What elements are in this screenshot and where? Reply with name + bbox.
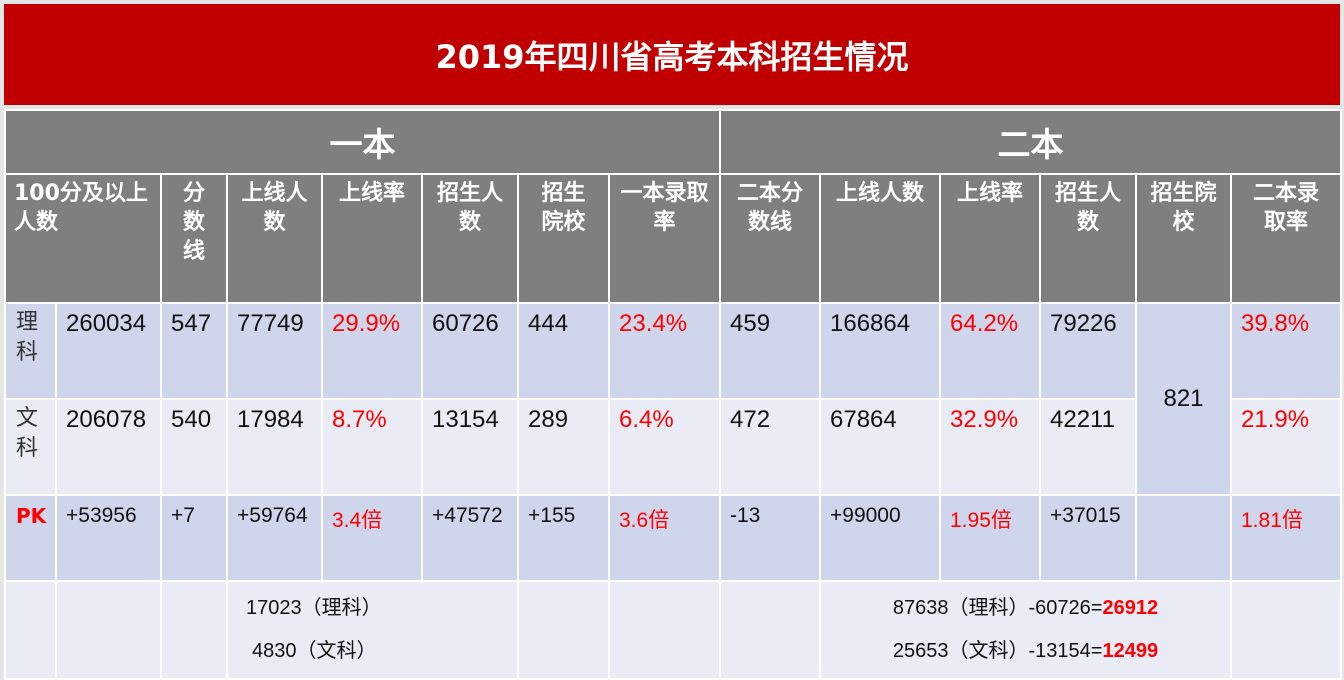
empty-cell (517, 580, 610, 680)
empty-cell (1229, 580, 1343, 680)
cell: +47572 (421, 494, 519, 582)
group-header-first-tier: 一本 (4, 109, 721, 175)
cell: 64.2% (939, 302, 1041, 400)
cell: 547 (160, 302, 228, 400)
group-header-second-tier: 二本 (718, 109, 1343, 175)
cell: 166864 (819, 302, 941, 400)
cell: -13 (719, 494, 821, 582)
cell: +59764 (226, 494, 323, 582)
page-title: 2019年四川省高考本科招生情况 (4, 4, 1340, 105)
table-row-notes: 17023（理科） 4830（文科） 87638（理科）-60726=26912… (4, 580, 1343, 680)
cell: 8.7% (321, 398, 423, 496)
cell: 21.9% (1229, 398, 1343, 496)
col-header: 二本录取率 (1229, 173, 1343, 304)
cell: 39.8% (1229, 302, 1343, 400)
empty-cell (160, 580, 228, 680)
col-header: 上线率 (939, 173, 1041, 304)
cell: 29.9% (321, 302, 423, 400)
cell: 79226 (1039, 302, 1137, 400)
cell: 540 (160, 398, 228, 496)
note-line: 17023（理科） (246, 597, 382, 619)
row-label: 理科 (4, 302, 57, 400)
table-row-arts: 文科 206078 540 17984 8.7% 13154 289 6.4% … (4, 398, 1343, 496)
cell: +37015 (1039, 494, 1137, 582)
note-expression: 87638（理科）-60726= (892, 597, 1103, 619)
col-header: 上线人数 (819, 173, 941, 304)
col-header: 分数线 (160, 173, 228, 304)
empty-cell (719, 580, 821, 680)
cell: 1.81倍 (1229, 494, 1343, 582)
cell: 3.4倍 (321, 494, 423, 582)
note-result: 12499 (1102, 640, 1159, 662)
note-line: 87638（理科）-60726=26912 (822, 587, 1229, 630)
cell: 289 (517, 398, 610, 496)
col-header-over100: 100分及以上人数 (4, 173, 162, 304)
col-header: 招生人数 (1039, 173, 1137, 304)
table-row-science: 理科 260034 547 77749 29.9% 60726 444 23.4… (4, 302, 1343, 496)
cell: +99000 (819, 494, 941, 582)
col-header: 招生院校 (517, 173, 610, 304)
col-header: 上线人数 (226, 173, 323, 304)
cell: 260034 (55, 302, 162, 400)
merged-schools-cell: 821 (1135, 302, 1232, 496)
note-expression: 25653（文科）-13154= (892, 640, 1103, 662)
cell: 67864 (819, 398, 941, 496)
cell: +53956 (55, 494, 162, 582)
col-header: 上线率 (321, 173, 423, 304)
cell: +155 (517, 494, 610, 582)
note-line: 4830（文科） (252, 640, 377, 662)
note-first-tier: 17023（理科） 4830（文科） (226, 580, 519, 680)
row-label: PK (4, 494, 57, 582)
empty-cell (55, 580, 162, 680)
note-line: 25653（文科）-13154=12499 (822, 630, 1229, 673)
cell: 444 (517, 302, 610, 400)
cell: 77749 (226, 302, 323, 400)
col-header: 一本录取率 (608, 173, 721, 304)
empty-cell (1135, 494, 1232, 582)
cell: 459 (719, 302, 821, 400)
col-header: 二本分数线 (719, 173, 821, 304)
cell: 23.4% (608, 302, 721, 400)
cell: 1.95倍 (939, 494, 1041, 582)
col-header: 招生院校 (1135, 173, 1232, 304)
cell: 32.9% (939, 398, 1041, 496)
cell: 206078 (55, 398, 162, 496)
cell: 42211 (1039, 398, 1137, 496)
cell: 472 (719, 398, 821, 496)
empty-cell (608, 580, 721, 680)
admission-table-slide: 2019年四川省高考本科招生情况 一本 二本 100分及以上人数 分数线 上线人… (4, 4, 1343, 680)
note-result: 26912 (1102, 597, 1159, 619)
cell: 60726 (421, 302, 519, 400)
admission-table: 一本 二本 100分及以上人数 分数线 上线人数 上线率 招生人数 招生院校 一… (4, 109, 1343, 680)
col-header: 招生人数 (421, 173, 519, 304)
row-label: 文科 (4, 398, 57, 496)
cell: 17984 (226, 398, 323, 496)
cell: 13154 (421, 398, 519, 496)
cell: +7 (160, 494, 228, 582)
cell: 6.4% (608, 398, 721, 496)
note-second-tier: 87638（理科）-60726=26912 25653（文科）-13154=12… (819, 580, 1232, 680)
empty-cell (4, 580, 57, 680)
table-row-pk: PK +53956 +7 +59764 3.4倍 +47572 +155 3.6… (4, 494, 1343, 582)
cell: 3.6倍 (608, 494, 721, 582)
